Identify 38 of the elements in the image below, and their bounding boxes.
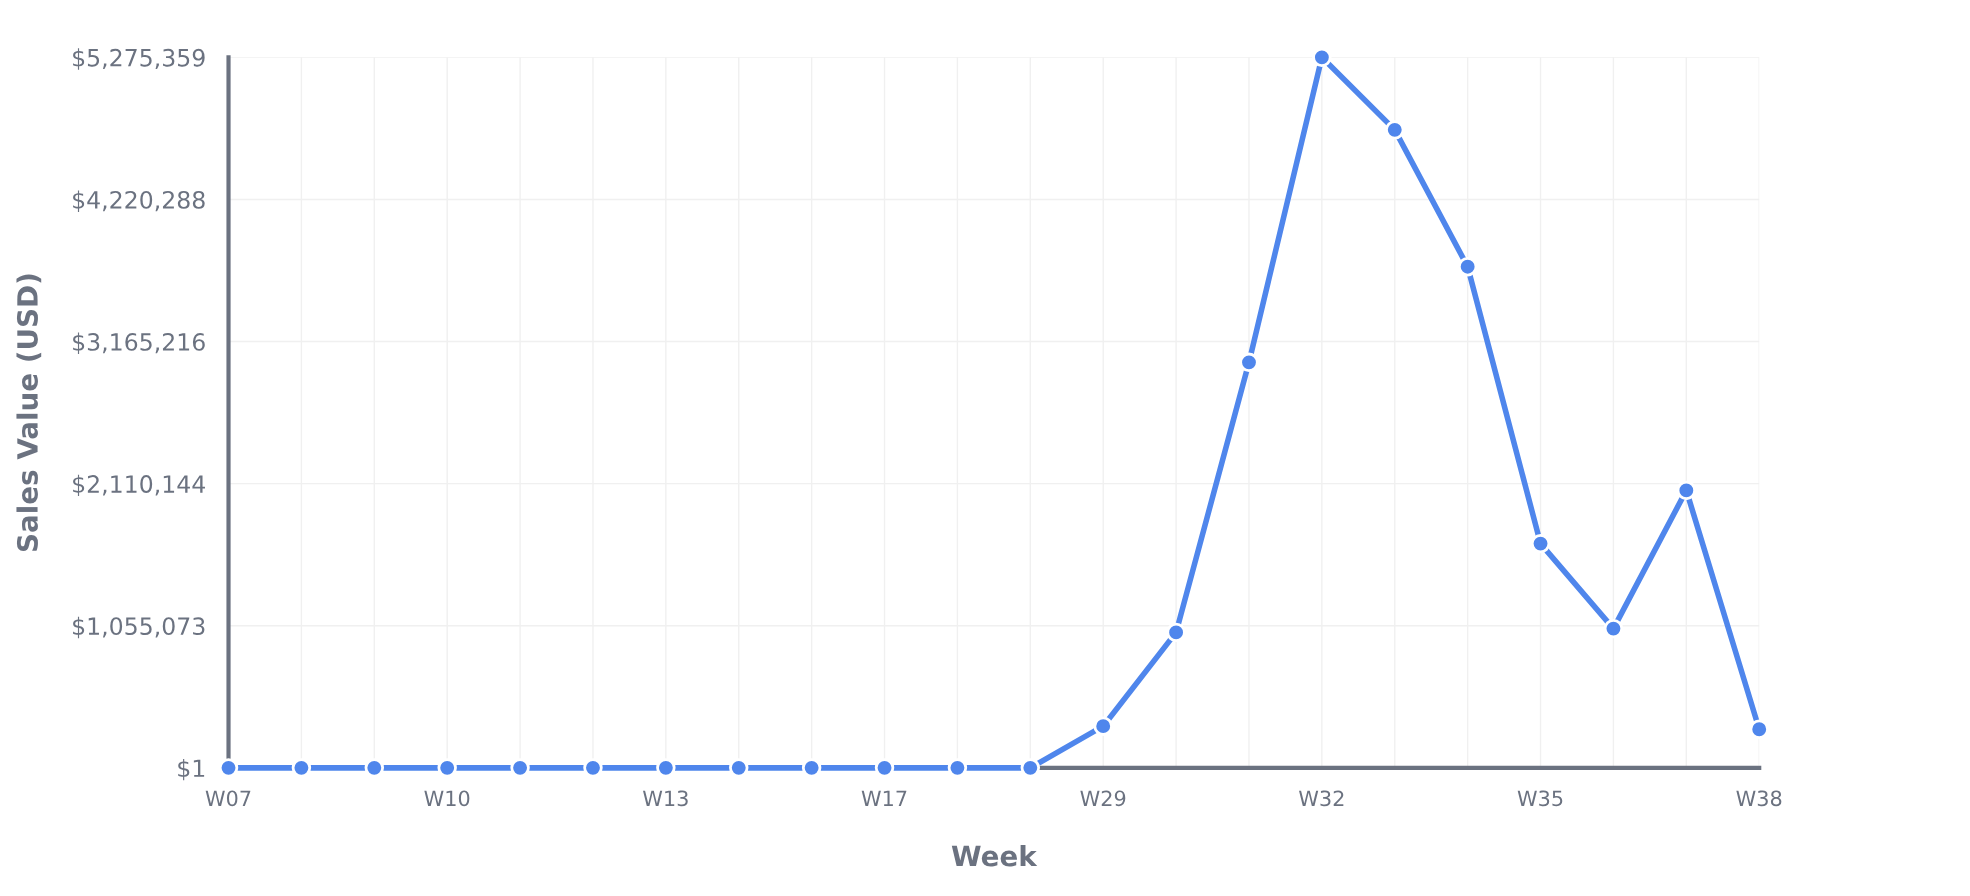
point [874,758,895,778]
point [1312,47,1332,68]
point [1166,622,1186,643]
y-tick-label: $1,055,073 [73,616,205,639]
x-tick-label: W38 [1736,790,1782,807]
point [437,758,457,778]
point [1676,480,1697,501]
y-tick-label: $3,165,216 [73,332,205,354]
point [947,758,968,778]
y-axis-title: Sales Value (USD) [16,274,42,552]
point [510,758,530,778]
x-tick-label: W29 [1080,790,1126,807]
y-tick-label: $5,275,359 [73,48,205,70]
point [729,758,749,778]
x-tick-label: W17 [861,790,907,806]
y-tick-label: $4,220,288 [73,190,205,212]
point [1239,352,1259,373]
point [364,758,385,778]
x-tick-label: W07 [205,790,251,807]
x-tick-label: W35 [1517,790,1563,807]
point [291,758,312,778]
point [801,758,822,778]
x-axis-title: Week [951,844,1038,867]
y-tick-label: $1 [178,758,205,781]
point [1457,256,1478,277]
y-tick-label: $2,110,144 [73,474,205,497]
point [1530,533,1551,554]
point [1603,618,1624,639]
point [1385,120,1405,140]
x-tick-label: W10 [424,790,470,807]
x-tick-label: W13 [643,790,688,807]
point [583,758,603,778]
point [1093,716,1113,736]
point [1020,758,1041,778]
x-tick-label: W32 [1299,790,1344,807]
point [1749,719,1769,739]
point [218,758,239,778]
point [656,758,676,778]
